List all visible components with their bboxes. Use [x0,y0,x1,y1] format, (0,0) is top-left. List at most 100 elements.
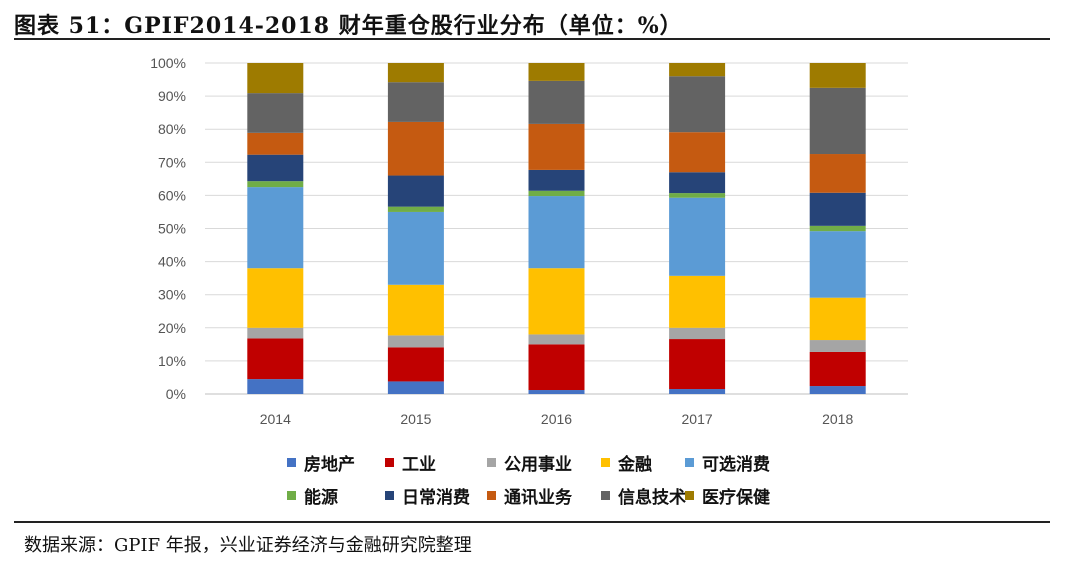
bar-segment [247,132,304,155]
bar-segment [669,132,726,173]
bar-segment [387,121,444,176]
header-rule [14,38,1050,40]
legend-swatch [385,458,394,467]
legend-label: 能源 [304,488,338,508]
y-tick-label: 100% [150,55,186,71]
x-tick-label: 2017 [682,411,713,427]
bar-segment [387,206,444,212]
legend-item: 房地产 [287,450,355,475]
bar-segment [528,390,585,394]
y-tick-label: 70% [158,154,186,170]
y-tick-label: 50% [158,221,186,237]
source-note: 数据来源：GPIF 年报，兴业证券经济与金融研究院整理 [24,535,472,556]
bar-segment [387,335,444,348]
bar-segment [669,193,726,198]
legend-swatch [601,458,610,467]
legend-label: 信息技术 [618,488,686,508]
legend-label: 通讯业务 [504,488,572,508]
legend-label: 公用事业 [504,455,572,475]
bar-segment [809,154,866,193]
legend-item: 日常消费 [385,483,470,508]
legend-label: 日常消费 [402,488,470,508]
bar-segment [669,197,726,276]
legend-swatch [487,491,496,500]
bar-segment [669,339,726,390]
y-tick-label: 60% [158,187,186,203]
bar-segment [528,344,585,391]
bar-segment [669,63,726,77]
bar-segment [247,154,304,182]
bar-segment [528,196,585,269]
x-tick-label: 2014 [260,411,291,427]
bar-segment [387,347,444,382]
bar-segment [809,340,866,352]
bar-segment [809,63,866,88]
legend-item: 医疗保健 [685,483,770,508]
bar-segment [247,327,304,339]
legend-swatch [685,458,694,467]
bar-segment [528,63,585,81]
y-tick-label: 80% [158,121,186,137]
legend-item: 可选消费 [685,450,770,475]
bar-segment [809,87,866,155]
bar-segment [387,63,444,83]
bar-segment [247,181,304,188]
bar-segment [387,211,444,285]
legend-label: 医疗保健 [702,488,770,508]
legend-swatch [487,458,496,467]
bar-segment [809,386,866,394]
bar-segment [669,327,726,340]
bar-segment [387,284,444,336]
legend-swatch [685,491,694,500]
legend-swatch [385,491,394,500]
legend-item: 公用事业 [487,450,572,475]
bar-segment [528,169,585,191]
bar-segment [247,268,304,328]
legend-label: 可选消费 [702,455,770,475]
bar-segment [247,63,304,94]
legend-item: 金融 [601,450,652,475]
legend-swatch [601,491,610,500]
y-tick-label: 10% [158,353,186,369]
y-tick-label: 90% [158,88,186,104]
bar-segment [528,123,585,170]
bar-segment [669,76,726,133]
x-tick-label: 2015 [400,411,431,427]
bar-segment [669,275,726,328]
bar-segment [528,268,585,335]
footer-rule [14,521,1050,523]
bar-segment [669,389,726,394]
legend-label: 金融 [618,455,652,475]
bar-segment [247,93,304,133]
x-tick-label: 2018 [822,411,853,427]
stacked-bar-chart: 0% 10% 20% 30% 40% 50% 60% 70% 80% 90% 100% 2014 201… [150,55,908,427]
bar-segment [809,225,866,232]
bar-segment [809,297,866,341]
legend-swatch [287,491,296,500]
bar-segment [669,172,726,194]
legend-label: 房地产 [304,455,355,475]
legend-item: 通讯业务 [487,483,572,508]
y-tick-label: 20% [158,320,186,336]
bar-segment [247,338,304,380]
legend-item: 能源 [287,483,338,508]
y-tick-label: 40% [158,254,186,270]
legend-item: 工业 [385,450,436,475]
bar-segment [528,334,585,345]
bar-segment [528,190,585,197]
legend-swatch [287,458,296,467]
y-tick-label: 0% [166,386,186,402]
bar-segment [387,381,444,394]
bar-segment [387,175,444,207]
bar-segment [247,187,304,269]
bar-segment [528,80,585,124]
bar-segment [809,351,866,387]
bar-segment [809,192,866,226]
bar-segment [247,379,304,394]
bar-segment [387,82,444,122]
y-tick-label: 30% [158,287,186,303]
legend-item: 信息技术 [601,483,686,508]
x-tick-label: 2016 [541,411,572,427]
chart-title: 图表 51：GPIF2014-2018 财年重仓股行业分布（单位：%） [14,13,683,39]
bar-segment [809,231,866,298]
